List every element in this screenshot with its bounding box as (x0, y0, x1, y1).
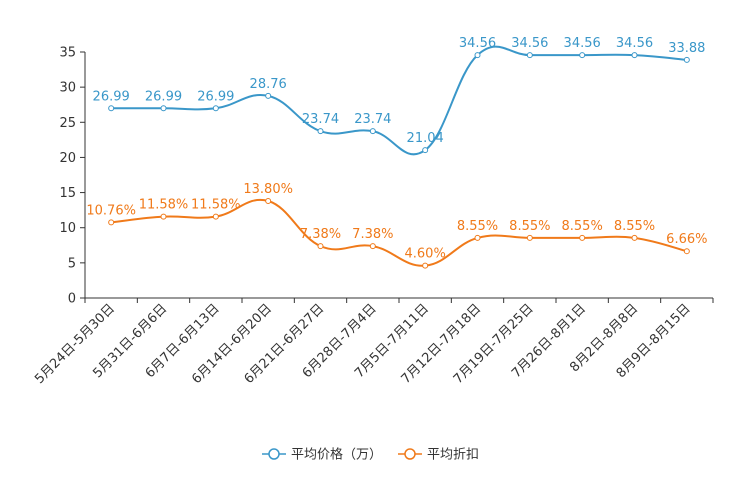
legend-label: 平均折扣 (427, 448, 479, 463)
series-layer (108, 45, 690, 269)
y-tick-label: 5 (68, 256, 76, 271)
y-tick-label: 0 (68, 292, 76, 307)
series-0-point[interactable] (212, 105, 219, 112)
series-1-point[interactable] (317, 243, 324, 250)
series-0-data-label: 34.56 (459, 36, 496, 51)
y-tick-label: 30 (59, 81, 76, 96)
series-1-data-label: 6.66% (666, 232, 707, 247)
series-1-data-label: 7.38% (300, 227, 341, 242)
legend-item-1[interactable]: 平均折扣 (398, 448, 479, 463)
series-0-data-label: 23.74 (302, 112, 339, 127)
series-1-point[interactable] (108, 219, 115, 226)
series-0-point[interactable] (631, 52, 638, 59)
series-1-data-label: 8.55% (562, 219, 603, 234)
legend-marker-icon (268, 448, 280, 460)
series-1-data-label: 13.80% (243, 182, 293, 197)
series-1-data-label: 8.55% (509, 219, 550, 234)
series-0-point[interactable] (526, 52, 533, 59)
series-1-data-label: 4.60% (405, 247, 446, 262)
series-0-point[interactable] (317, 128, 324, 135)
series-0-point[interactable] (369, 128, 376, 135)
series-1-point[interactable] (579, 234, 586, 241)
series-0-point[interactable] (474, 52, 481, 59)
series-1-data-label: 10.76% (86, 203, 136, 218)
series-0-data-label: 21.04 (407, 131, 444, 146)
series-0-data-label: 26.99 (93, 89, 130, 104)
legend-item-0[interactable]: 平均价格（万） (262, 447, 382, 463)
series-0-point[interactable] (108, 105, 115, 112)
series-0-point[interactable] (265, 92, 272, 99)
series-0-point[interactable] (683, 56, 690, 63)
series-0-data-label: 23.74 (354, 112, 391, 127)
series-1-point[interactable] (160, 213, 167, 220)
series-1-data-label: 7.38% (352, 227, 393, 242)
series-0-data-label: 26.99 (197, 89, 234, 104)
y-tick-label: 10 (59, 221, 76, 236)
series-1-data-label: 11.58% (191, 198, 241, 213)
series-0-point[interactable] (422, 147, 429, 154)
data-labels: 26.99 26.99 26.99 28.76 23.74 23.74 21.04 34.56… (86, 36, 707, 262)
y-tick-label: 25 (59, 116, 76, 131)
series-1-data-label: 8.55% (457, 219, 498, 234)
series-0-point[interactable] (160, 105, 167, 112)
series-1-point[interactable] (212, 213, 219, 220)
series-1-data-label: 11.58% (139, 198, 189, 213)
series-1-point[interactable] (526, 234, 533, 241)
legend-label: 平均价格（万） (291, 447, 382, 463)
series-0-data-label: 34.56 (564, 36, 601, 51)
series-0-data-label: 34.56 (511, 36, 548, 51)
series-1-point[interactable] (369, 243, 376, 250)
series-1-point[interactable] (474, 234, 481, 241)
y-tick-label: 20 (59, 151, 76, 166)
series-0-data-label: 34.56 (616, 36, 653, 51)
legend[interactable]: 平均价格（万） 平均折扣 (262, 447, 479, 463)
y-tick-label: 15 (59, 186, 76, 201)
legend-marker-icon (404, 448, 416, 460)
series-0-data-label: 26.99 (145, 89, 182, 104)
series-0-data-label: 33.88 (668, 41, 705, 56)
y-tick-label: 35 (59, 46, 76, 61)
series-0-data-label: 28.76 (250, 77, 287, 92)
series-0-point[interactable] (579, 52, 586, 59)
series-1-point[interactable] (422, 262, 429, 269)
series-1-point[interactable] (265, 198, 272, 205)
series-1-point[interactable] (683, 248, 690, 255)
series-1-point[interactable] (631, 234, 638, 241)
series-1-data-label: 8.55% (614, 219, 655, 234)
